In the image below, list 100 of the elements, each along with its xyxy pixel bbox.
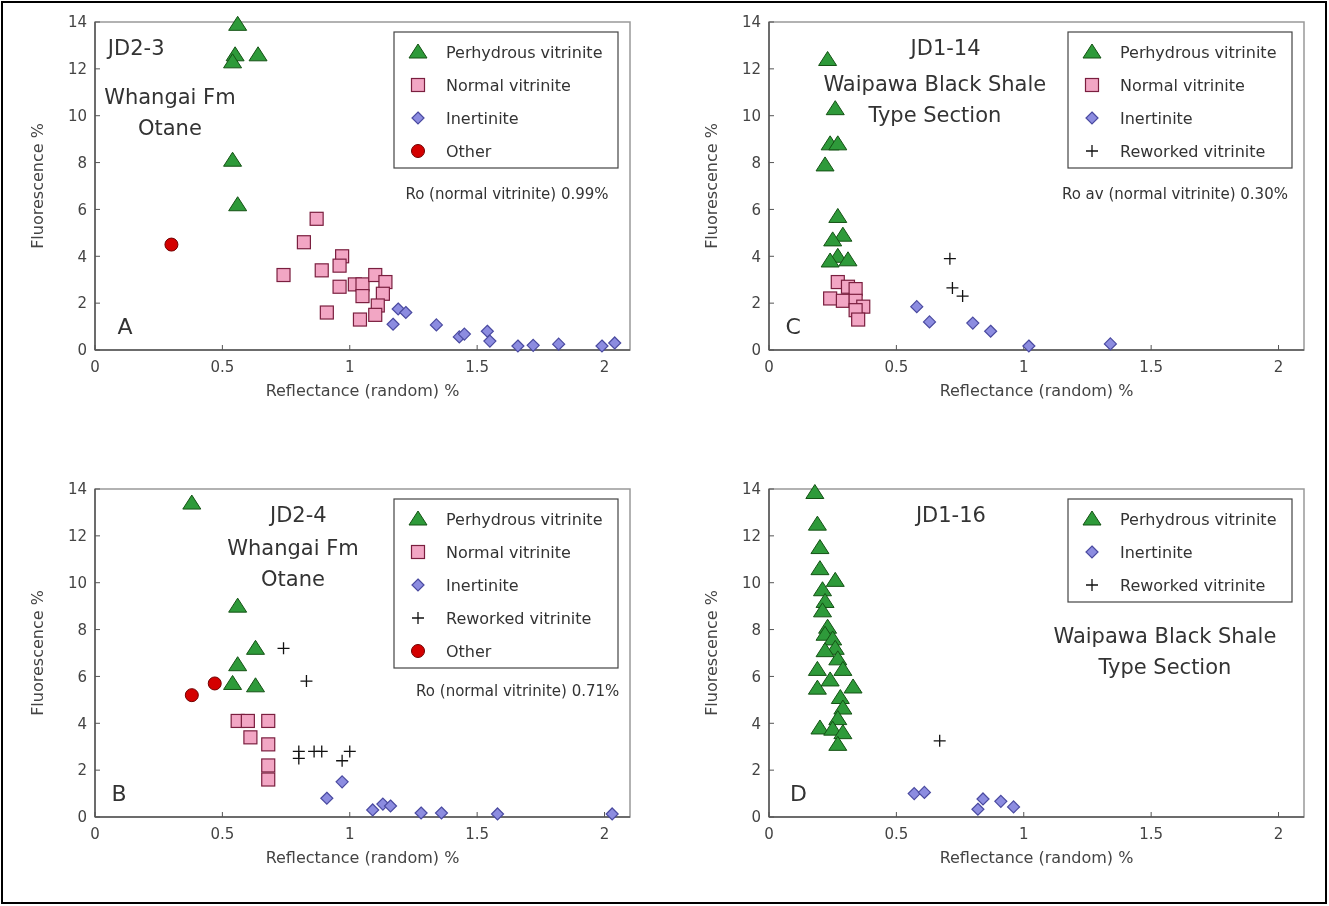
y-tick-label: 8	[751, 620, 761, 639]
point	[391, 302, 405, 316]
point	[813, 581, 832, 597]
y-tick-label: 10	[741, 106, 761, 125]
point	[828, 135, 848, 151]
point	[315, 744, 329, 759]
point	[355, 289, 370, 304]
x-tick-label: 1	[344, 358, 355, 376]
point	[807, 515, 827, 531]
point	[483, 334, 497, 348]
point	[314, 263, 329, 278]
y-tick-label: 4	[77, 247, 87, 266]
point	[1006, 800, 1021, 814]
annotation: C	[785, 313, 801, 339]
point	[335, 754, 349, 768]
point	[228, 656, 248, 672]
y-tick-label: 6	[77, 200, 87, 219]
point	[511, 339, 525, 353]
y-tick-label: 2	[77, 294, 87, 313]
point	[976, 792, 990, 806]
point	[971, 802, 985, 816]
x-tick-label: 0.5	[210, 825, 235, 843]
x-tick-label: 0.5	[884, 825, 909, 843]
x-tick-label: 1	[344, 825, 355, 843]
point	[261, 758, 276, 773]
point	[248, 46, 268, 62]
legend-label: Inertinite	[1120, 542, 1193, 562]
text: JD2-3	[105, 35, 165, 60]
y-tick-label: 2	[77, 761, 87, 780]
text: JD1-14	[908, 35, 981, 60]
x-tick-label: 2	[1273, 825, 1284, 843]
point	[907, 786, 921, 801]
point	[276, 267, 291, 283]
y-tick-label: 10	[67, 573, 87, 592]
annotation: D	[789, 780, 807, 806]
legend-label: Perhydrous vitrinite	[1120, 42, 1277, 62]
point	[228, 597, 248, 613]
x-tick-label: 2	[599, 825, 610, 843]
point	[292, 751, 306, 766]
point	[414, 806, 428, 820]
y-tick-label: 2	[751, 294, 761, 313]
x-tick-label: 0	[764, 358, 774, 376]
point	[243, 730, 258, 745]
legend-label: Other	[446, 141, 492, 161]
point	[207, 676, 222, 691]
y-tick-label: 14	[67, 13, 87, 32]
point	[825, 571, 845, 587]
point	[319, 305, 334, 320]
point	[818, 50, 838, 66]
point	[823, 291, 838, 306]
x-tick-label: 0	[90, 825, 100, 843]
point	[223, 53, 243, 69]
point	[994, 794, 1008, 808]
x-tick-label: 1.5	[1139, 358, 1164, 376]
legend-label: Perhydrous vitrinite	[446, 42, 603, 62]
point	[955, 289, 970, 303]
y-tick-label: 14	[67, 480, 87, 499]
y-tick-label: 6	[77, 667, 87, 686]
legend-label: Normal vitrinite	[1120, 75, 1245, 95]
x-tick-label: 1	[1018, 825, 1029, 843]
point	[595, 339, 609, 353]
x-axis-title: Reflectance (random) %	[265, 381, 460, 400]
y-tick-label: 0	[751, 341, 761, 360]
x-axis-title: Reflectance (random) %	[939, 381, 1134, 400]
y-tick-label: 8	[751, 153, 761, 172]
y-axis-title: Fluorescence %	[28, 123, 47, 249]
point	[828, 207, 848, 223]
point	[184, 688, 199, 703]
point	[490, 807, 505, 821]
legend-label: Reworked vitrinite	[446, 608, 592, 628]
point	[828, 735, 848, 751]
point	[966, 316, 980, 330]
point	[386, 317, 400, 331]
text: Waipawa Black Shale Type Section	[823, 71, 1047, 127]
y-axis-title: Fluorescence %	[28, 590, 47, 716]
text: Whangai Fm Otane	[104, 85, 236, 140]
x-tick-label: 0.5	[884, 358, 909, 376]
point	[332, 279, 347, 294]
point	[332, 258, 347, 273]
point	[805, 484, 825, 500]
point	[605, 807, 619, 821]
point	[223, 674, 243, 690]
point	[276, 641, 291, 655]
point	[833, 660, 853, 676]
legend-label: Reworked vitrinite	[1120, 575, 1266, 595]
y-tick-label: 4	[751, 247, 761, 266]
y-axis-title: Fluorescence %	[702, 590, 721, 716]
point	[1103, 337, 1117, 351]
point	[246, 677, 265, 693]
point	[807, 660, 827, 676]
point	[457, 327, 471, 341]
x-tick-label: 0.5	[210, 358, 235, 376]
point	[945, 281, 960, 295]
text: Waipawa Black Shale Type Section	[1053, 624, 1277, 680]
point	[815, 642, 835, 658]
point	[299, 674, 314, 688]
y-tick-label: 14	[741, 480, 761, 499]
point	[833, 226, 853, 242]
y-tick-label: 12	[741, 527, 761, 546]
y-tick-label: 10	[741, 573, 761, 592]
